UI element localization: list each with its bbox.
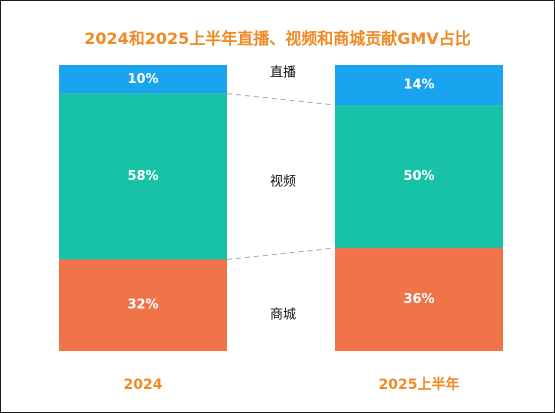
x-axis-label-0: 2024 [124,377,163,393]
data-label-视频-2024: 58% [127,169,158,184]
connector-line-2 [226,247,336,260]
series-label-2: 商城 [270,308,296,323]
data-label-直播-2024: 10% [127,72,158,87]
bar-segment-商城-2024 [59,259,227,351]
bar-segment-商城-2025上半年 [335,248,503,351]
series-label-0: 直播 [270,66,296,81]
bar-segment-视频-2024 [59,93,227,260]
data-label-商城-2024: 32% [127,298,158,313]
data-label-商城-2025上半年: 36% [403,292,434,307]
bar-segment-直播-2025上半年 [335,65,503,106]
series-label-1: 视频 [270,175,296,190]
connector-line-1 [226,93,336,106]
bar-segment-直播-2024 [59,65,227,94]
data-label-视频-2025上半年: 50% [403,169,434,184]
bar-segment-视频-2025上半年 [335,105,503,249]
chart-title: 2024和2025上半年直播、视频和商城贡献GMV占比 [84,29,471,48]
data-label-直播-2025上半年: 14% [403,78,434,93]
x-axis-label-1: 2025上半年 [379,376,460,393]
